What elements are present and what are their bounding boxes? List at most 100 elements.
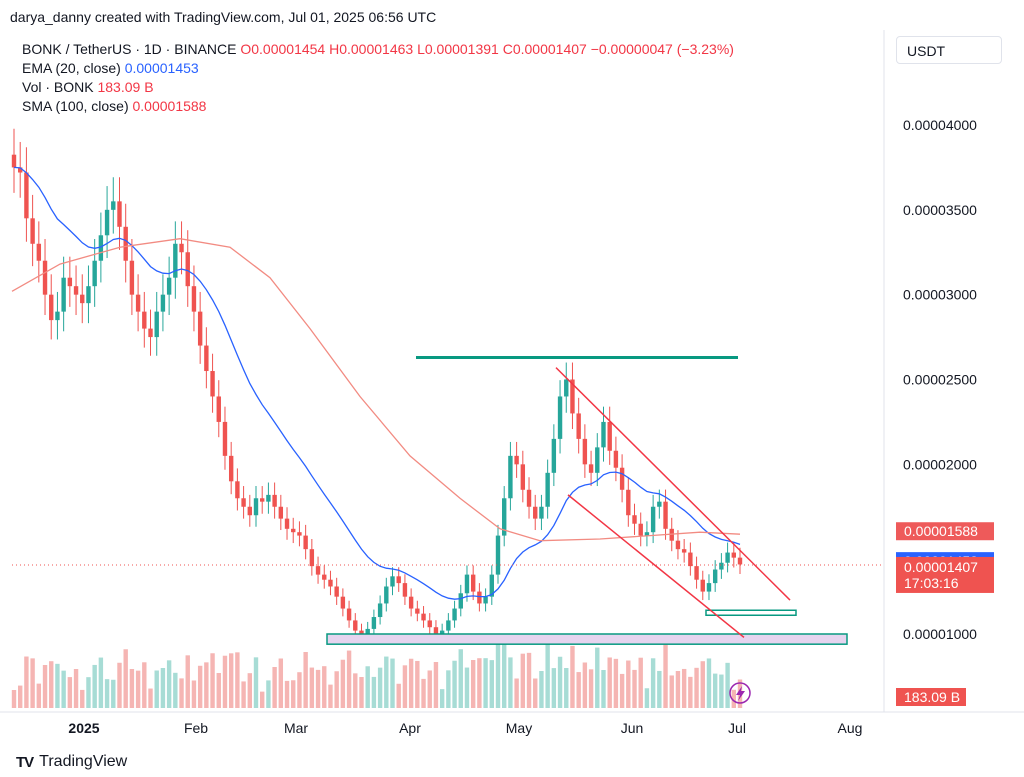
channel-lower-line <box>567 494 745 638</box>
candle-body <box>638 523 643 536</box>
candle-body <box>737 557 743 565</box>
volume-bar <box>700 661 705 708</box>
legend-ema-row[interactable]: EMA (20, close) 0.00001453 <box>22 59 734 78</box>
candle-body <box>353 620 358 631</box>
volume-bar <box>508 657 513 708</box>
volume-bar <box>533 678 538 708</box>
volume-bar <box>55 663 60 708</box>
volume-bar <box>706 658 712 708</box>
candle-body <box>731 552 736 558</box>
candle-body <box>315 566 321 575</box>
volume-bar <box>315 669 321 708</box>
legend-ohlc-row[interactable]: BONK / TetherUS · 1D · BINANCE O0.000014… <box>22 40 734 59</box>
candle-body <box>123 226 128 261</box>
volume-bar <box>427 670 432 708</box>
volume-label: Vol · BONK <box>22 79 94 95</box>
volume-bar <box>626 660 631 708</box>
candle-body <box>533 506 538 519</box>
volume-bar <box>328 684 333 708</box>
y-tick-label: 0.00002500 <box>903 372 977 388</box>
candle-body <box>557 396 563 439</box>
candle-body <box>458 593 463 609</box>
volume-bar <box>191 680 197 708</box>
candle-body <box>694 566 699 580</box>
candle-body <box>104 209 110 236</box>
candle-body <box>427 620 432 628</box>
candle-body <box>24 172 29 219</box>
candle-body <box>204 345 209 372</box>
candle-body <box>384 586 389 604</box>
candle-body <box>365 628 370 634</box>
sma-value: 0.00001588 <box>132 98 207 114</box>
candle-body <box>483 596 488 604</box>
tradingview-brand[interactable]: TradingView <box>39 753 128 770</box>
volume-bar <box>619 673 625 708</box>
volume-bar <box>644 688 650 708</box>
candle-body <box>582 438 588 465</box>
volume-bar <box>92 664 97 708</box>
volume-bar <box>340 659 346 708</box>
change-value: −0.00000047 (−3.23%) <box>590 41 734 57</box>
low-value: L0.00001391 <box>417 41 499 57</box>
volume-bar <box>694 667 699 708</box>
volume-bar <box>545 644 550 708</box>
volume-bar <box>222 655 228 708</box>
volume-bar <box>377 667 383 708</box>
candle-body <box>185 252 190 287</box>
candle-body <box>464 574 470 594</box>
x-tick-label: Aug <box>838 720 863 736</box>
candle-body <box>675 540 681 550</box>
candle-body <box>719 562 724 570</box>
candle-body <box>408 596 414 609</box>
volume-bar <box>669 675 674 708</box>
sma-price-tag: 0.00001588 <box>904 523 978 539</box>
support-zone <box>326 633 848 645</box>
candle-body <box>30 218 35 244</box>
candle-body <box>216 396 221 422</box>
volume-bar <box>216 673 221 708</box>
candle-body <box>539 506 544 519</box>
volume-bar <box>11 690 17 708</box>
candle-body <box>291 528 296 533</box>
candle-body <box>210 371 215 397</box>
candle-body <box>644 532 650 536</box>
candle-body <box>700 579 705 592</box>
y-tick-label: 0.00002000 <box>903 456 977 472</box>
volume-bar <box>601 670 606 708</box>
price-axis-unit[interactable]: USDT <box>896 36 1002 64</box>
candle-body <box>657 501 662 507</box>
minor-support-box <box>705 609 797 616</box>
candle-body <box>86 286 91 304</box>
legend-vol-row[interactable]: Vol · BONK 183.09 B <box>22 78 734 97</box>
volume-bar <box>111 679 116 708</box>
candle-body <box>520 464 526 490</box>
candle-body <box>260 498 265 502</box>
candle-body <box>402 583 408 597</box>
volume-bar <box>576 672 581 708</box>
open-value: O0.00001454 <box>240 41 326 57</box>
candle-body <box>477 591 482 604</box>
x-tick-label: Mar <box>284 720 308 736</box>
candle-body <box>595 447 600 473</box>
legend-sma-row[interactable]: SMA (100, close) 0.00001588 <box>22 97 734 116</box>
volume-bar <box>731 689 736 708</box>
volume-value: 183.09 B <box>97 79 154 95</box>
candle-body <box>328 579 333 587</box>
candle-body <box>284 518 290 529</box>
candle-body <box>303 535 308 550</box>
volume-bar <box>160 668 166 708</box>
volume-bar <box>439 689 445 708</box>
volume-bar <box>86 677 91 708</box>
candle-body <box>179 243 184 253</box>
volume-bar <box>663 638 668 708</box>
candle-body <box>278 506 284 519</box>
candle-body <box>433 627 439 634</box>
volume-bar <box>98 657 104 708</box>
volume-bar <box>551 668 557 708</box>
sma-line <box>11 238 741 542</box>
candle-body <box>688 552 693 567</box>
volume-bar <box>185 655 190 708</box>
volume-bar <box>433 662 439 708</box>
candle-body <box>222 421 228 456</box>
